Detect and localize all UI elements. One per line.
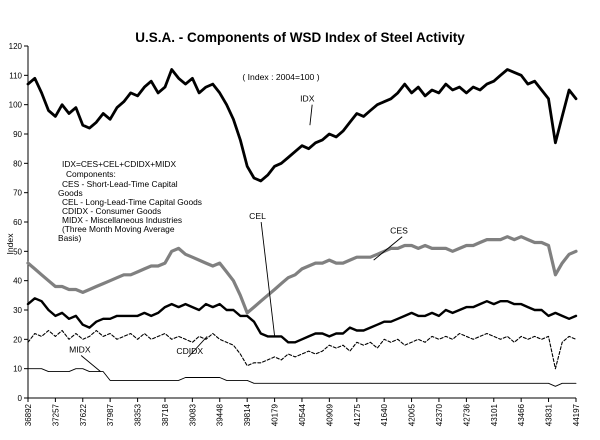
series-label-ces: CES <box>390 226 408 236</box>
y-tick-label: 120 <box>9 42 23 51</box>
leader-line-ces <box>373 236 403 261</box>
chart-subtitle: ( Index : 2004=100 ) <box>242 72 319 82</box>
y-tick-label: 70 <box>13 189 22 198</box>
y-ticks: 0 10 20 30 40 50 60 70 80 90 100 110 120 <box>9 42 28 403</box>
x-tick-label: 41640 <box>380 403 389 426</box>
x-tick-label: 37987 <box>106 403 115 426</box>
series-group <box>26 68 578 387</box>
chart-title: U.S.A. - Components of WSD Index of Stee… <box>135 30 465 45</box>
y-tick-label: 100 <box>9 101 23 110</box>
x-tick-label: 42005 <box>408 403 417 426</box>
x-tick-label: 43466 <box>517 403 526 426</box>
y-tick-label: 0 <box>18 394 23 403</box>
series-label-cdidx: CDIDX <box>176 346 203 356</box>
series-line-cel <box>26 297 578 344</box>
y-tick-label: 10 <box>13 365 22 374</box>
series-label-cel: CEL <box>249 211 266 221</box>
series-line-ces <box>26 235 578 315</box>
series-line-cdidx <box>27 329 577 370</box>
x-tick-label: 40909 <box>325 403 334 426</box>
note-line: Components: <box>66 169 116 179</box>
x-tick-label: 43101 <box>490 403 499 426</box>
series-annotations: IDX CES CEL CDIDX MIDX <box>69 94 408 372</box>
x-ticks: 36892 37257 37622 37987 38353 38718 39083 39448… <box>24 398 581 426</box>
note-line: MIDX - Miscellaneous Industries <box>62 215 182 225</box>
leader-line-idx <box>309 104 313 126</box>
leader-line-midx <box>80 355 101 372</box>
note-line: CES - Short-Lead-Time Capital <box>62 179 178 189</box>
series-line-midx <box>27 368 577 387</box>
note-line: IDX=CES+CEL+CDIDX+MIDX <box>62 159 176 169</box>
y-tick-label: 60 <box>13 218 22 227</box>
note-line: CEL - Long-Lead-Time Capital Goods <box>62 197 202 207</box>
series-label-idx: IDX <box>300 94 315 104</box>
x-tick-label: 44197 <box>572 403 581 426</box>
y-tick-label: 80 <box>13 159 22 168</box>
x-tick-label: 40179 <box>271 403 280 426</box>
note-line: (Three Month Moving Average <box>62 224 175 234</box>
x-tick-label: 37622 <box>79 403 88 426</box>
y-tick-label: 110 <box>9 71 22 80</box>
y-tick-label: 20 <box>13 335 22 344</box>
note-line: Basis) <box>58 233 81 243</box>
note-line: Goods <box>58 188 83 198</box>
series-line-idx <box>26 68 578 183</box>
y-tick-label: 90 <box>13 130 22 139</box>
x-tick-label: 39083 <box>188 403 197 426</box>
note-line: CDIDX - Consumer Goods <box>62 206 161 216</box>
leader-line-cel <box>260 222 276 337</box>
x-tick-label: 38718 <box>161 403 170 426</box>
y-tick-label: 30 <box>13 306 22 315</box>
x-tick-label: 39814 <box>243 403 252 426</box>
x-tick-label: 39448 <box>216 403 225 426</box>
x-tick-label: 41275 <box>353 403 362 426</box>
x-tick-label: 42370 <box>435 403 444 426</box>
leader-line-cdidx <box>188 336 208 358</box>
notes-box: IDX=CES+CEL+CDIDX+MIDX Components: CES -… <box>58 159 202 243</box>
x-tick-label: 43831 <box>545 403 554 426</box>
x-tick-label: 42736 <box>462 403 471 426</box>
x-tick-label: 40544 <box>298 403 307 426</box>
x-tick-label: 38353 <box>134 403 143 426</box>
x-tick-label: 36892 <box>24 403 33 426</box>
y-axis-label: Index <box>5 233 15 255</box>
x-tick-label: 37257 <box>51 403 60 426</box>
y-tick-label: 50 <box>13 247 22 256</box>
y-tick-label: 40 <box>13 277 22 286</box>
series-label-midx: MIDX <box>69 345 91 355</box>
